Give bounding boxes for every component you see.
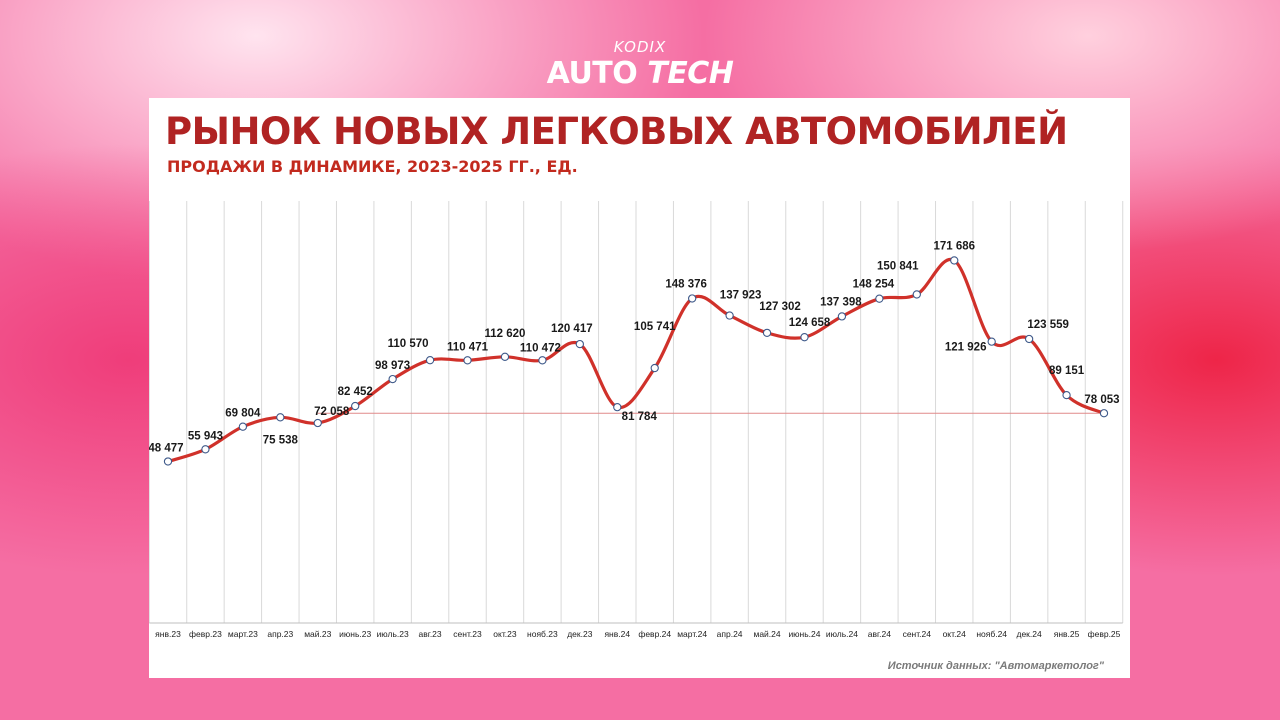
data-label: 127 302 (759, 301, 801, 313)
data-label: 124 658 (789, 317, 831, 329)
data-label: 123 559 (1027, 319, 1069, 331)
data-point (1099, 409, 1109, 418)
x-tick-label: янв.25 (1054, 629, 1080, 639)
x-tick-label: апр.23 (267, 629, 293, 639)
x-tick-label: янв.23 (155, 629, 181, 639)
x-tick-label: март.24 (677, 629, 707, 639)
data-point (613, 402, 622, 412)
x-tick-label: янв.24 (604, 629, 630, 639)
data-point (875, 294, 884, 303)
chart-card: 48 477 янв.23 55 943 февр.23 69 804 март.23 75… (149, 98, 1130, 678)
x-tick-label: февр.25 (1088, 629, 1121, 639)
data-label: 110 570 (388, 338, 429, 350)
data-label: 82 452 (338, 386, 373, 398)
x-tick-label: окт.24 (943, 629, 967, 639)
data-label: 150 841 (877, 260, 919, 272)
data-point (238, 422, 248, 431)
data-label: 75 538 (263, 434, 299, 446)
data-label: 98 973 (375, 360, 410, 372)
data-label: 69 804 (225, 408, 261, 420)
data-label: 112 620 (484, 328, 525, 340)
data-point (463, 356, 472, 365)
x-tick-label: апр.24 (717, 629, 743, 639)
data-label: 137 398 (820, 296, 862, 308)
brand-word-tech: TECH (647, 56, 734, 91)
data-label: 78 053 (1084, 394, 1119, 406)
x-tick-label: сент.23 (453, 629, 482, 639)
data-label: 81 784 (622, 411, 658, 423)
data-point (1062, 390, 1071, 400)
x-tick-label: авг.24 (868, 629, 891, 639)
brand-logo: AUTO TECH (0, 56, 1280, 91)
source-note: Источник данных: "Автомаркетолог" (887, 660, 1104, 672)
x-tick-label: дек.24 (1017, 629, 1042, 639)
data-label: 72 058 (314, 406, 350, 418)
x-tick-label: май.23 (304, 629, 331, 639)
data-point (950, 256, 959, 265)
x-tick-label: окт.23 (493, 629, 517, 639)
data-point (912, 290, 921, 299)
line-chart: 48 477 янв.23 55 943 февр.23 69 804 март.23 75… (149, 201, 1124, 639)
data-point (351, 401, 360, 411)
data-point (201, 445, 210, 454)
data-label: 121 926 (945, 342, 987, 354)
data-point (987, 337, 996, 346)
data-label: 171 686 (933, 240, 975, 252)
data-label: 55 943 (188, 430, 223, 442)
data-point (388, 374, 397, 384)
x-tick-label: июль.24 (826, 629, 858, 639)
data-label: 110 471 (447, 341, 489, 353)
x-tick-label: сент.24 (903, 629, 932, 639)
x-tick-label: нояб.23 (527, 629, 558, 639)
brand-word-auto: AUTO (546, 56, 638, 91)
x-tick-label: авг.23 (419, 629, 442, 639)
data-label: 148 254 (853, 279, 895, 291)
data-label: 110 472 (520, 342, 561, 354)
data-label: 137 923 (720, 290, 762, 302)
data-point (163, 457, 173, 466)
data-point (800, 333, 809, 342)
data-point (425, 356, 435, 365)
data-point (650, 363, 659, 373)
data-label: 120 417 (551, 323, 593, 335)
x-tick-label: июль.23 (377, 629, 409, 639)
x-tick-label: май.24 (753, 629, 780, 639)
data-label: 105 741 (634, 321, 676, 333)
data-label: 89 151 (1049, 365, 1085, 377)
x-tick-label: июнь.23 (339, 629, 371, 639)
data-point (725, 311, 734, 320)
x-tick-label: февр.23 (189, 629, 222, 639)
x-tick-label: июнь.24 (788, 629, 820, 639)
x-tick-label: февр.24 (638, 629, 671, 639)
data-point (313, 418, 322, 428)
data-point (276, 413, 285, 422)
data-point (575, 339, 584, 349)
data-point (1024, 334, 1034, 344)
data-point (837, 312, 847, 321)
data-label: 48 477 (149, 442, 184, 454)
x-tick-label: март.23 (228, 629, 258, 639)
data-point (762, 328, 772, 338)
chart-title: РЫНОК НОВЫХ ЛЕГКОВЫХ АВТОМОБИЛЕЙ (165, 110, 1068, 153)
data-point (688, 294, 697, 303)
brand-kodix: KODIX (613, 38, 667, 56)
data-point (500, 352, 510, 361)
x-tick-label: нояб.24 (976, 629, 1007, 639)
chart-subtitle: ПРОДАЖИ В ДИНАМИКЕ, 2023-2025 ГГ., ЕД. (167, 157, 578, 176)
x-tick-label: дек.23 (567, 629, 592, 639)
data-point (538, 356, 547, 365)
data-label: 148 376 (665, 278, 707, 290)
